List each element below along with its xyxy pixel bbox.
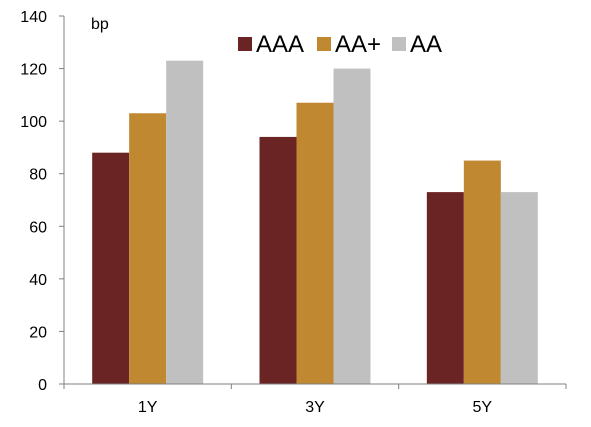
y-tick-label: 120 [20,62,47,79]
y-tick-label: 80 [29,167,47,184]
bar-aa-1y [166,60,204,384]
x-tick-label: 5Y [473,399,493,416]
legend-swatch [238,37,252,51]
y-tick-label: 0 [38,377,47,394]
y-tick-label: 140 [20,9,47,26]
x-tick-label: 3Y [305,399,325,416]
x-tick-label: 1Y [138,399,158,416]
bar-aaa-5y [426,192,464,384]
bar-aa-plus-1y [129,113,167,384]
bar-aaa-1y [92,152,130,384]
y-tick-label: 100 [20,114,47,131]
legend-swatch [317,37,331,51]
y-axis: 0 20 40 60 80 100 120 140 [20,9,64,394]
legend-label: AAA [256,31,304,58]
y-axis-unit-label: bp [91,16,109,33]
legend-label: AA+ [335,31,381,58]
x-axis: 1Y 3Y 5Y [63,384,567,416]
legend-swatch [392,37,406,51]
bar-aa-3y [333,68,371,385]
bars [92,60,538,385]
bar-aa-plus-3y [296,102,334,384]
legend-label: AA [410,31,442,58]
legend: AAA AA+ AA [238,31,442,58]
y-tick-label: 40 [29,272,47,289]
bar-aa-5y [500,192,538,384]
y-tick-label: 20 [29,324,47,341]
bar-aa-plus-5y [463,160,501,384]
y-tick-label: 60 [29,219,47,236]
bar-aaa-3y [259,136,297,384]
